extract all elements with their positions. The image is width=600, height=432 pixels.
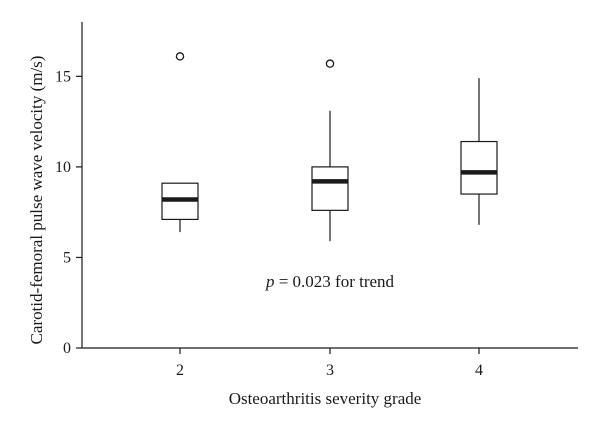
outlier-point bbox=[175, 52, 185, 61]
y-tick-label: 0 bbox=[63, 340, 71, 357]
y-tick-label: 10 bbox=[55, 159, 71, 176]
x-axis-title: Osteoarthritis severity grade bbox=[229, 389, 422, 408]
outlier-point bbox=[325, 59, 335, 68]
x-tick-label: 4 bbox=[475, 362, 483, 379]
box-iqr bbox=[460, 140, 498, 195]
p-value-text: = 0.023 for trend bbox=[274, 272, 394, 291]
x-tick-label: 2 bbox=[176, 362, 184, 379]
y-axis-title: Carotid-femoral pulse wave velocity (m/s… bbox=[27, 56, 46, 345]
trend-annotation: p = 0.023 for trend bbox=[265, 272, 395, 291]
x-tick-label: 3 bbox=[326, 362, 334, 379]
box-iqr bbox=[311, 166, 349, 211]
p-value-symbol: p bbox=[265, 272, 275, 291]
y-tick-label: 5 bbox=[63, 249, 71, 266]
y-tick-label: 15 bbox=[55, 68, 71, 85]
